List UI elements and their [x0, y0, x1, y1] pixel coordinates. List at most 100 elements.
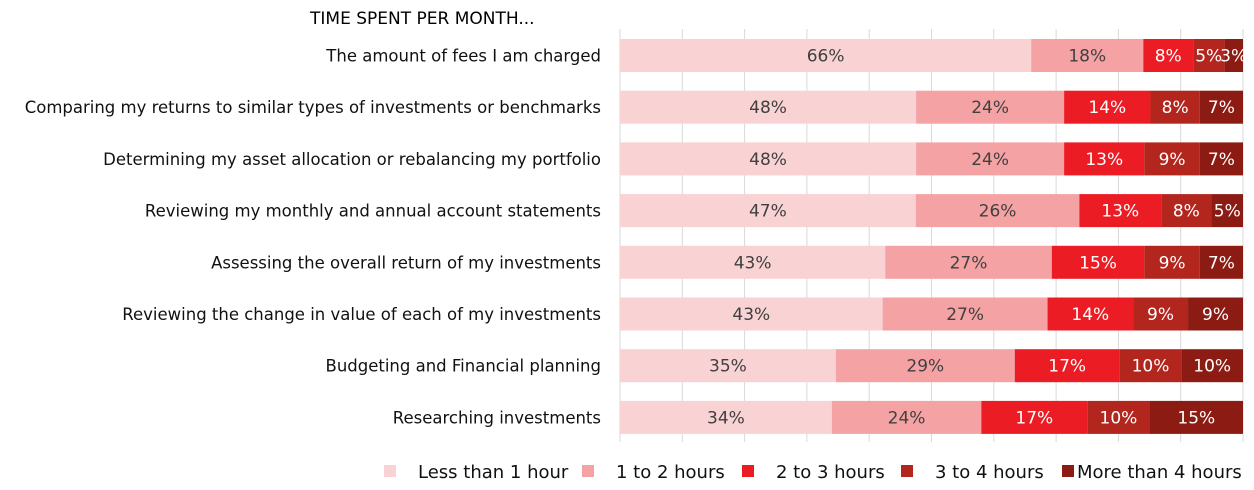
bar-segment — [1087, 400, 1150, 434]
bar-segment — [882, 297, 1048, 331]
bar-segment — [620, 245, 886, 279]
bar-segment — [835, 349, 1015, 383]
bar-segment — [1193, 39, 1225, 72]
data-label: 9% — [1159, 150, 1186, 170]
data-label: 7% — [1208, 150, 1235, 170]
category-label: The amount of fees I am charged — [325, 47, 601, 66]
legend-swatch — [1062, 465, 1074, 477]
category-label: Determining my asset allocation or rebal… — [103, 150, 601, 169]
category-label: Budgeting and Financial planning — [326, 357, 602, 376]
legend-item: 1 to 2 hours — [582, 462, 725, 483]
bar-segment — [915, 194, 1080, 228]
data-label: 15% — [1177, 408, 1215, 428]
legend-label: 1 to 2 hours — [616, 462, 725, 483]
bar-segment — [1133, 297, 1189, 331]
bar-segment — [1047, 297, 1134, 331]
bar-segment — [1181, 349, 1243, 383]
bar-row: Researching investments 34% 24% 17% 10% 15% — [393, 400, 1243, 434]
bar-segment — [1211, 194, 1243, 228]
data-label: 8% — [1155, 47, 1182, 67]
data-label: 8% — [1173, 202, 1200, 222]
legend-item: Less than 1 hour — [384, 462, 569, 483]
bar-segment — [1199, 90, 1243, 124]
category-label: Reviewing my monthly and annual account … — [145, 202, 601, 221]
data-label: 7% — [1208, 98, 1235, 118]
bar-segment — [1144, 245, 1200, 279]
bar-row: Comparing my returns to similar types of… — [25, 90, 1243, 124]
data-label: 10% — [1100, 408, 1138, 428]
bar-segment — [620, 400, 832, 434]
data-label: 5% — [1195, 47, 1222, 67]
bar-row: Assessing the overall return of my inves… — [211, 245, 1243, 279]
data-label: 35% — [709, 357, 747, 377]
bar-segment — [916, 142, 1065, 176]
bar-segment — [1224, 39, 1243, 72]
category-label: Comparing my returns to similar types of… — [25, 98, 601, 117]
legend-swatch — [901, 465, 913, 477]
data-label: 14% — [1071, 305, 1109, 325]
legend-item: 2 to 3 hours — [742, 462, 885, 483]
bar-segment — [1079, 194, 1162, 228]
legend-item: More than 4 hours — [1062, 462, 1242, 483]
bar-segment — [885, 245, 1052, 279]
data-label: 43% — [732, 305, 770, 325]
data-label: 13% — [1085, 150, 1123, 170]
bar-row: Determining my asset allocation or rebal… — [103, 142, 1243, 176]
category-label: Assessing the overall return of my inves… — [211, 253, 601, 272]
data-label: 47% — [749, 202, 787, 222]
data-label: 26% — [979, 202, 1017, 222]
data-label: 13% — [1101, 202, 1139, 222]
legend-label: More than 4 hours — [1077, 462, 1242, 483]
bar-segment — [1199, 245, 1243, 279]
bar-segment — [1144, 142, 1200, 176]
bar-segment — [1161, 194, 1212, 228]
bar-segment — [1064, 142, 1145, 176]
data-label: 66% — [807, 47, 845, 67]
bar-row: Reviewing my monthly and annual account … — [145, 194, 1243, 228]
bar-segment — [981, 400, 1088, 434]
bar-segment — [620, 297, 883, 331]
bar-segment — [1031, 39, 1144, 72]
chart-title: TIME SPENT PER MONTH... — [309, 9, 535, 29]
bar-segment — [1051, 245, 1145, 279]
bar-segment — [620, 39, 1032, 72]
category-label: Researching investments — [393, 408, 601, 427]
data-label: 24% — [888, 408, 926, 428]
data-label: 7% — [1208, 253, 1235, 273]
bar-segment — [1064, 90, 1151, 124]
bar-segment — [1149, 400, 1243, 434]
data-label: 48% — [749, 98, 787, 118]
bar-segment — [620, 90, 917, 124]
data-label: 34% — [707, 408, 745, 428]
data-label: 10% — [1132, 357, 1170, 377]
legend-swatch — [582, 465, 594, 477]
data-label: 8% — [1162, 98, 1189, 118]
data-label: 27% — [950, 253, 988, 273]
data-label: 18% — [1068, 47, 1106, 67]
data-label: 14% — [1088, 98, 1126, 118]
bar-row: Reviewing the change in value of each of… — [122, 297, 1243, 331]
bar-segment — [620, 142, 917, 176]
bar-segment — [831, 400, 982, 434]
legend-swatch — [384, 465, 396, 477]
legend-label: 2 to 3 hours — [776, 462, 885, 483]
legend-item: 3 to 4 hours — [901, 462, 1044, 483]
data-label: 3% — [1220, 47, 1247, 67]
data-label: 10% — [1193, 357, 1231, 377]
data-label: 17% — [1015, 408, 1053, 428]
data-label: 17% — [1048, 357, 1086, 377]
data-label: 9% — [1147, 305, 1174, 325]
data-label: 29% — [906, 357, 944, 377]
legend-swatch — [742, 465, 754, 477]
data-label: 24% — [971, 150, 1009, 170]
data-label: 43% — [734, 253, 772, 273]
data-label: 9% — [1159, 253, 1186, 273]
data-label: 9% — [1202, 305, 1229, 325]
bar-segment — [916, 90, 1065, 124]
data-label: 5% — [1214, 202, 1241, 222]
data-label: 48% — [749, 150, 787, 170]
data-label: 24% — [971, 98, 1009, 118]
data-label: 15% — [1079, 253, 1117, 273]
